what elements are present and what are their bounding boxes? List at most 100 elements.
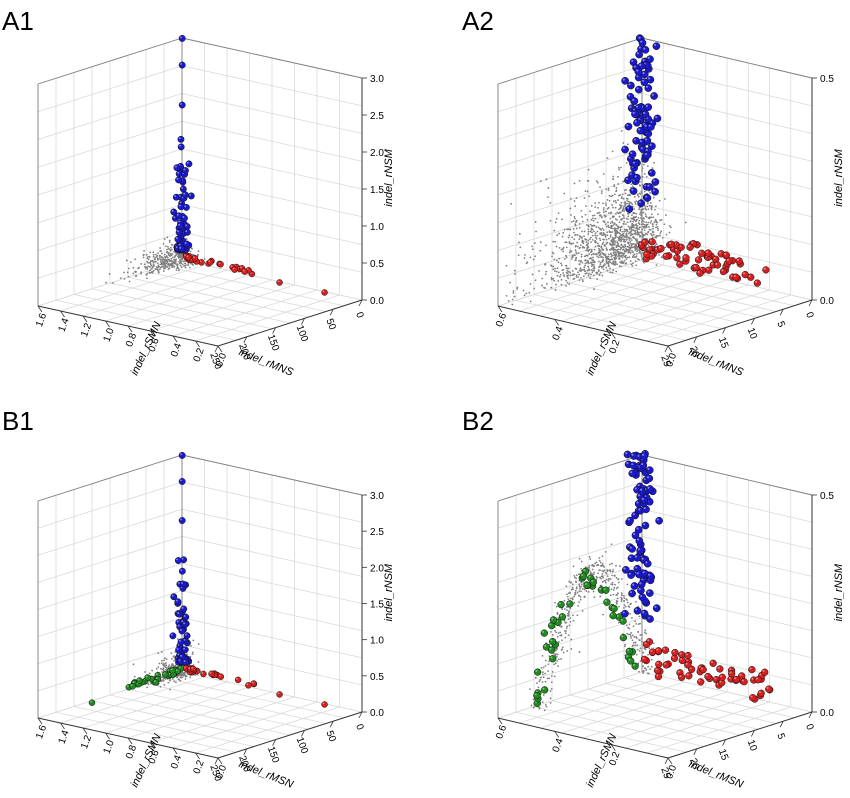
grey-point bbox=[630, 230, 633, 232]
grey-point bbox=[579, 268, 582, 270]
y-tick-label: 0.4 bbox=[169, 341, 184, 358]
grey-point bbox=[644, 648, 647, 651]
panel-label: B2 bbox=[462, 406, 494, 436]
gridline bbox=[37, 148, 183, 196]
grey-point bbox=[589, 572, 592, 575]
green-point-highlight bbox=[170, 668, 173, 671]
grey-point bbox=[179, 676, 182, 679]
red-point bbox=[718, 673, 726, 681]
blue-point-highlight bbox=[171, 209, 174, 212]
grey-point bbox=[623, 249, 626, 252]
grey-point bbox=[651, 167, 654, 170]
gridline bbox=[37, 481, 183, 529]
blue-point bbox=[178, 653, 186, 661]
grey-point bbox=[147, 265, 150, 268]
grey-point bbox=[598, 557, 601, 559]
grey-point bbox=[167, 245, 169, 248]
grey-point bbox=[531, 248, 534, 251]
grey-point bbox=[610, 195, 612, 198]
grey-point bbox=[556, 635, 559, 638]
grey-point bbox=[634, 201, 637, 204]
grey-point bbox=[639, 211, 642, 214]
grey-point bbox=[574, 580, 577, 583]
blue-point-highlight bbox=[636, 527, 639, 530]
grey-point bbox=[614, 249, 617, 251]
grey-point bbox=[160, 680, 163, 683]
grey-point bbox=[609, 271, 612, 274]
gridline bbox=[37, 120, 183, 168]
grey-point bbox=[642, 220, 645, 223]
grey-point bbox=[556, 234, 559, 237]
blue-point-highlight bbox=[638, 508, 641, 511]
blue-point-highlight bbox=[180, 654, 182, 657]
grey-point bbox=[587, 265, 590, 268]
green-point bbox=[547, 646, 556, 654]
blue-point bbox=[174, 598, 182, 606]
grey-point bbox=[169, 263, 172, 266]
grey-point bbox=[613, 184, 616, 186]
grey-point bbox=[639, 660, 642, 663]
grey-point bbox=[624, 262, 627, 265]
grey-point bbox=[158, 268, 161, 271]
grey-point bbox=[598, 244, 600, 247]
blue-point-highlight bbox=[643, 523, 646, 526]
grey-point bbox=[640, 190, 643, 193]
grey-point bbox=[606, 570, 609, 573]
y-tick bbox=[497, 717, 503, 725]
z-tick-label: 0.5 bbox=[370, 672, 384, 683]
grey-point bbox=[583, 197, 586, 199]
grey-point bbox=[617, 166, 620, 169]
grey-point bbox=[612, 589, 615, 591]
red-point-highlight bbox=[762, 670, 765, 673]
grey-point bbox=[629, 613, 631, 615]
gridline bbox=[497, 148, 643, 196]
grey-point bbox=[663, 223, 666, 226]
y-tick bbox=[127, 325, 133, 333]
y-tick bbox=[37, 717, 43, 725]
grey-point bbox=[158, 662, 161, 665]
green-point bbox=[557, 600, 565, 609]
grey-point bbox=[588, 253, 591, 255]
gridline bbox=[181, 481, 363, 523]
grey-point bbox=[547, 670, 550, 673]
grey-point bbox=[538, 270, 540, 272]
x-tick-label: 50 bbox=[323, 317, 337, 332]
box-edge bbox=[181, 37, 363, 79]
grey-point bbox=[554, 289, 557, 291]
grey-point bbox=[597, 256, 600, 259]
grey-point bbox=[639, 231, 642, 234]
grey-point bbox=[589, 236, 592, 239]
grey-point bbox=[614, 240, 616, 243]
grey-point bbox=[173, 256, 176, 258]
x-tick bbox=[808, 299, 813, 307]
grey-point bbox=[148, 672, 151, 675]
red-point-highlight bbox=[246, 683, 249, 686]
grey-point bbox=[611, 583, 614, 586]
grey-point bbox=[609, 242, 611, 245]
grey-point bbox=[596, 278, 599, 280]
grey-point bbox=[555, 631, 557, 634]
box-edge bbox=[497, 37, 643, 85]
grey-point bbox=[550, 264, 553, 267]
blue-point-highlight bbox=[655, 116, 658, 119]
blue-point-highlight bbox=[185, 224, 188, 227]
gridline bbox=[641, 508, 813, 550]
grey-point bbox=[565, 585, 568, 588]
grey-point bbox=[140, 271, 142, 274]
grey-point bbox=[636, 250, 638, 253]
box-edge bbox=[641, 37, 813, 79]
grey-point bbox=[623, 230, 626, 233]
grey-point bbox=[571, 597, 574, 599]
blue-point-highlight bbox=[643, 111, 646, 115]
grey-point bbox=[571, 236, 574, 239]
grey-point bbox=[598, 214, 601, 217]
grey-point bbox=[611, 150, 614, 153]
red-point bbox=[321, 701, 328, 708]
red-point bbox=[735, 257, 743, 265]
blue-point-highlight bbox=[632, 98, 635, 101]
blue-point-highlight bbox=[637, 548, 640, 551]
grey-point bbox=[183, 671, 186, 674]
grey-point bbox=[192, 264, 195, 266]
grey-point bbox=[645, 632, 648, 635]
blue-point-highlight bbox=[174, 165, 177, 168]
